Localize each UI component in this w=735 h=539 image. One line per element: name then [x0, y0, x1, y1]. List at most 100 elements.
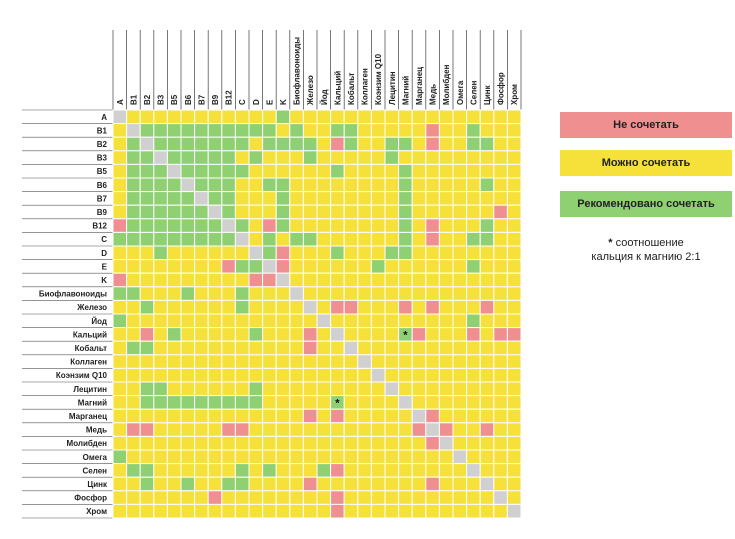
- matrix-cell: [248, 218, 264, 233]
- matrix-cell: [316, 503, 332, 519]
- matrix-cell: [302, 109, 318, 125]
- matrix-cell: [343, 286, 359, 301]
- matrix-cell: [139, 422, 155, 437]
- matrix-cell: [139, 408, 155, 424]
- matrix-cell: [384, 150, 400, 165]
- matrix-cell: [398, 367, 413, 383]
- matrix-cell: [248, 422, 264, 437]
- row-label: Молибден: [67, 439, 108, 448]
- matrix-cell: [316, 259, 332, 274]
- matrix-cell: [180, 286, 196, 301]
- matrix-cell: [289, 245, 304, 261]
- matrix-cell: [194, 286, 209, 301]
- matrix-cell: [139, 367, 155, 383]
- matrix-cell: [330, 299, 345, 315]
- matrix-cell: [139, 299, 155, 315]
- matrix-cell: [289, 272, 304, 288]
- matrix-cell: [166, 245, 182, 261]
- matrix-cell: [139, 381, 155, 397]
- matrix-cell: [139, 177, 155, 193]
- matrix-cell: [411, 272, 427, 288]
- matrix-cell: [493, 231, 508, 247]
- matrix-cell: [316, 286, 332, 301]
- matrix-cell: [112, 286, 128, 301]
- matrix-cell: [411, 408, 427, 424]
- matrix-cell: [493, 327, 508, 342]
- matrix-cell: [384, 490, 400, 505]
- matrix-cell: [506, 503, 522, 519]
- matrix-cell: [262, 449, 277, 465]
- matrix-cell: [343, 463, 359, 478]
- matrix-cell: [506, 354, 522, 369]
- column-header: Йод: [320, 89, 329, 105]
- matrix-cell: [126, 463, 141, 478]
- matrix-cell: [126, 408, 141, 424]
- matrix-cell: [153, 245, 168, 261]
- matrix-cell: [248, 245, 264, 261]
- matrix-cell: [506, 408, 522, 424]
- matrix-cell: [248, 204, 264, 220]
- footnote-star: *: [608, 237, 613, 249]
- matrix-cell: [411, 313, 427, 329]
- column-header: Коэнзим Q10: [374, 53, 383, 105]
- matrix-cell: [316, 381, 332, 397]
- matrix-cell: [411, 490, 427, 505]
- column-header: Цинк: [483, 84, 492, 105]
- matrix-cell: [221, 218, 236, 233]
- matrix-cell: [479, 231, 495, 247]
- matrix-cell: [194, 163, 209, 179]
- matrix-cell: [425, 463, 440, 478]
- matrix-cell: [112, 299, 128, 315]
- matrix-cell: [166, 204, 182, 220]
- matrix-cell: [139, 218, 155, 233]
- matrix-cell: [370, 150, 386, 165]
- matrix-cell: [112, 367, 128, 383]
- matrix-cell: [262, 204, 277, 220]
- matrix-cell: [425, 286, 440, 301]
- matrix-cell: [398, 136, 413, 152]
- matrix-cell: [357, 476, 372, 492]
- matrix-cell: [479, 286, 495, 301]
- footnote: * соотношение кальция к магнию 2:1: [560, 236, 732, 264]
- matrix-cell: [112, 422, 128, 437]
- matrix-cell: [357, 299, 372, 315]
- matrix-cell: [180, 503, 196, 519]
- matrix-cell: [493, 245, 508, 261]
- matrix-cell: [438, 136, 454, 152]
- matrix-cell: [343, 123, 359, 138]
- matrix-cell: [384, 503, 400, 519]
- matrix-cell: [180, 218, 196, 233]
- matrix-cell: [112, 354, 128, 369]
- matrix-cell: [506, 191, 522, 206]
- matrix-cell: [425, 299, 440, 315]
- matrix-cell: [452, 259, 468, 274]
- matrix-cell: [330, 503, 345, 519]
- matrix-cell: [316, 435, 332, 451]
- matrix-cell: [248, 435, 264, 451]
- matrix-cell: [302, 367, 318, 383]
- matrix-cell: [438, 218, 454, 233]
- matrix-cell: [466, 490, 481, 505]
- matrix-cell: [398, 163, 413, 179]
- matrix-cell: [466, 463, 481, 478]
- matrix-cell: [370, 136, 386, 152]
- matrix-cell: [493, 435, 508, 451]
- matrix-cell: [357, 204, 372, 220]
- matrix-cell: [126, 177, 141, 193]
- matrix-cell: [343, 177, 359, 193]
- matrix-cell: [357, 354, 372, 369]
- matrix-cell: [194, 272, 209, 288]
- matrix-cell: [357, 449, 372, 465]
- matrix-cell: [180, 272, 196, 288]
- matrix-cell: [493, 272, 508, 288]
- matrix-cell: [384, 191, 400, 206]
- row-label: B9: [97, 208, 108, 217]
- legend-recommended: Рекомендовано сочетать: [560, 191, 732, 217]
- matrix-cell: [180, 422, 196, 437]
- matrix-cell: [370, 177, 386, 193]
- matrix-cell: [262, 218, 277, 233]
- matrix-cell: [153, 123, 168, 138]
- matrix-cell: [425, 490, 440, 505]
- matrix-cell: [452, 354, 468, 369]
- matrix-cell: [248, 449, 264, 465]
